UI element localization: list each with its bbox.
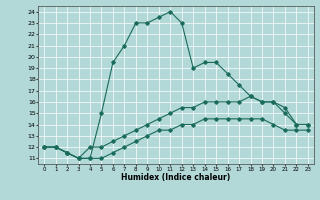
X-axis label: Humidex (Indice chaleur): Humidex (Indice chaleur) (121, 173, 231, 182)
